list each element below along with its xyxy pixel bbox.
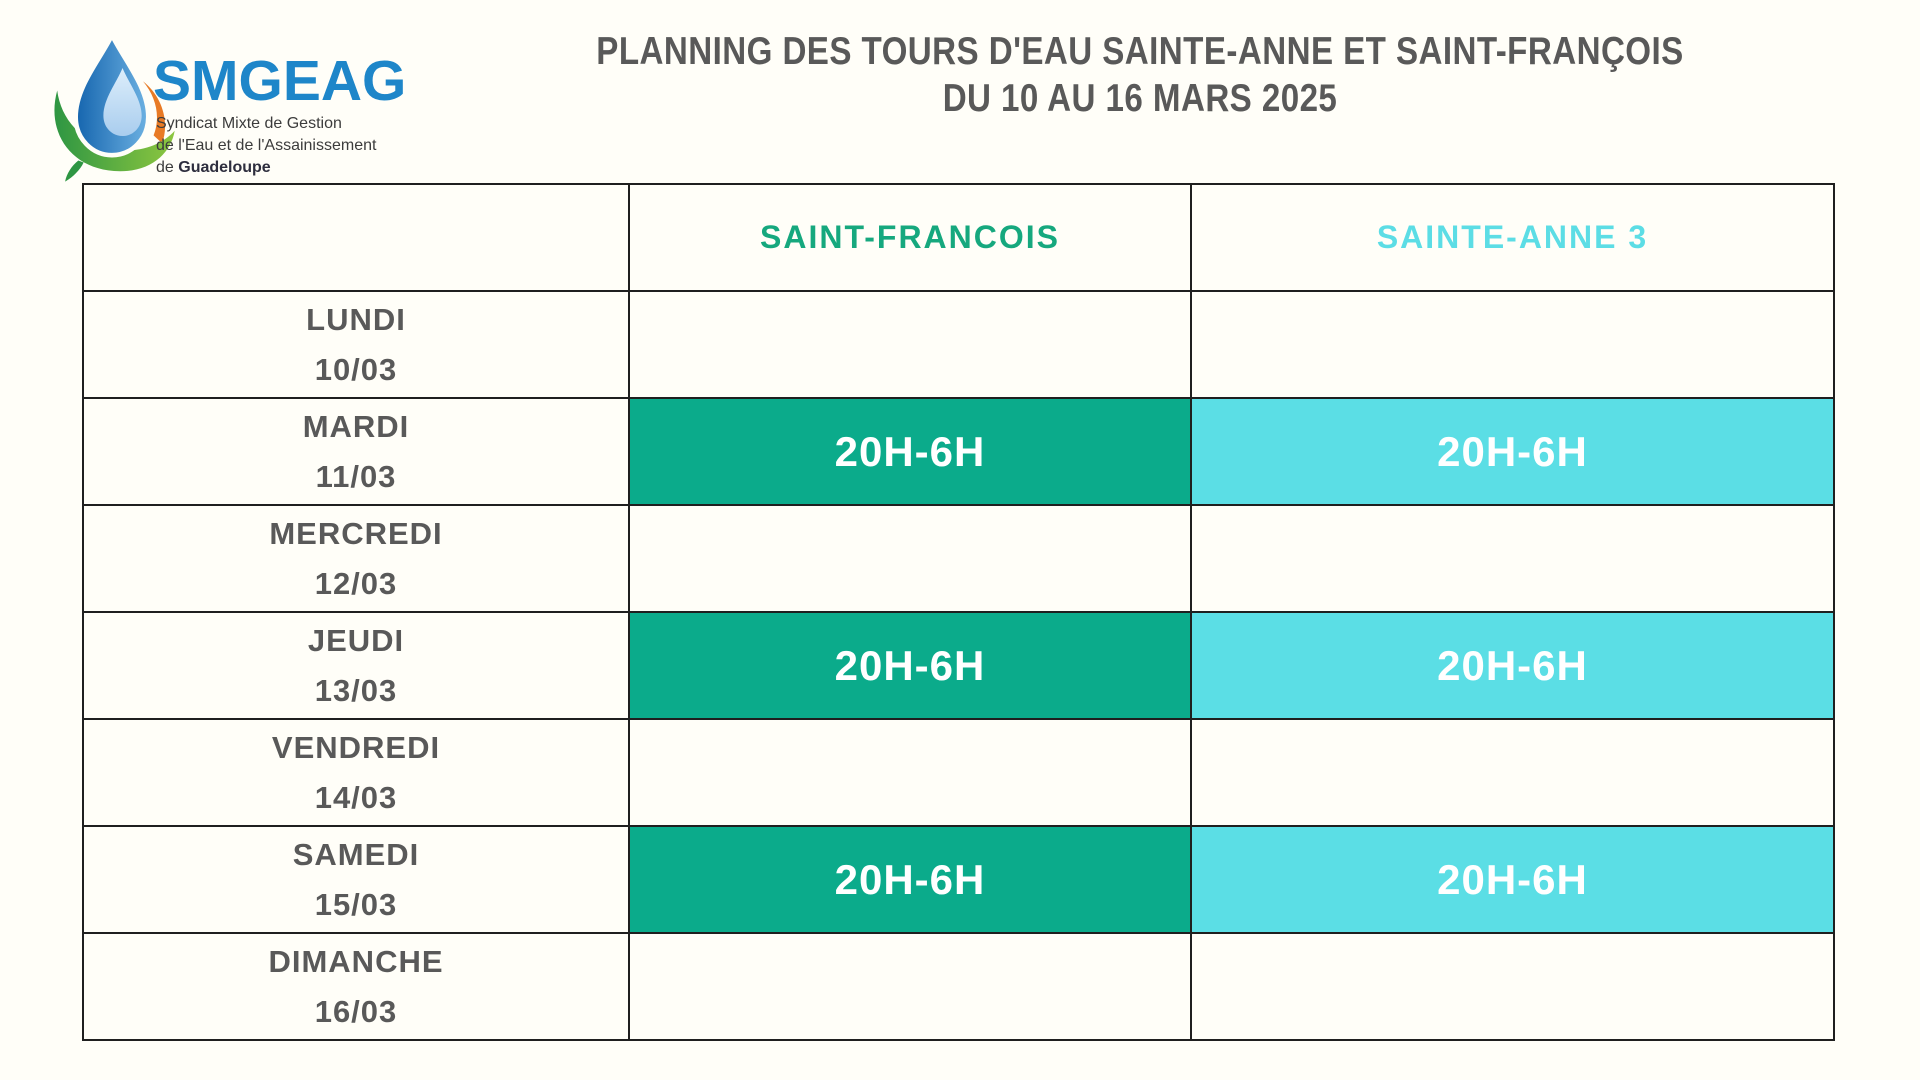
- logo-subtitle-line-3: de Guadeloupe: [156, 159, 271, 176]
- table-row-mercredi: MERCREDI 12/03: [82, 504, 1835, 613]
- day-name: MARDI: [302, 408, 410, 444]
- slot-saint-francois: [628, 290, 1192, 399]
- slot-saint-francois: [628, 718, 1192, 827]
- day-cell: VENDREDI 14/03: [82, 718, 630, 827]
- logo-subtitle-line-1: Syndicat Mixte de Gestion: [156, 115, 342, 132]
- day-date: 10/03: [314, 351, 398, 387]
- logo-subtitle-bold: Guadeloupe: [178, 159, 271, 176]
- header-row: SAINT-FRANCOIS SAINTE-ANNE 3: [82, 183, 1835, 292]
- day-name: LUNDI: [306, 301, 406, 337]
- day-name: JEUDI: [307, 622, 405, 658]
- table-row-vendredi: VENDREDI 14/03: [82, 718, 1835, 827]
- corner-cell: [82, 183, 630, 292]
- slot-sainte-anne: [1190, 290, 1835, 399]
- day-cell: DIMANCHE 16/03: [82, 932, 630, 1041]
- table-row-dimanche: DIMANCHE 16/03: [82, 932, 1835, 1041]
- table-row-mardi: MARDI 11/03 20H-6H 20H-6H: [82, 397, 1835, 506]
- day-cell: LUNDI 10/03: [82, 290, 630, 399]
- page-title: PLANNING DES TOURS D'EAU SAINTE-ANNE ET …: [450, 28, 1830, 122]
- day-cell: SAMEDI 15/03: [82, 825, 630, 934]
- page-title-line-1: PLANNING DES TOURS D'EAU SAINTE-ANNE ET …: [596, 30, 1684, 73]
- day-date: 16/03: [314, 993, 398, 1029]
- table-row-samedi: SAMEDI 15/03 20H-6H 20H-6H: [82, 825, 1835, 934]
- slot-saint-francois: [628, 504, 1192, 613]
- day-name: VENDREDI: [271, 729, 441, 765]
- slot-sainte-anne: [1190, 932, 1835, 1041]
- slot-saint-francois: [628, 932, 1192, 1041]
- day-name: DIMANCHE: [268, 943, 444, 979]
- slot-sainte-anne: 20H-6H: [1190, 397, 1835, 506]
- day-date: 11/03: [315, 458, 397, 494]
- logo-subtitle-line-2: de l'Eau et de l'Assainissement: [156, 137, 377, 154]
- slot-saint-francois: 20H-6H: [628, 397, 1192, 506]
- day-name: SAMEDI: [292, 836, 420, 872]
- day-cell: MARDI 11/03: [82, 397, 630, 506]
- water-drop-logo-icon: [54, 30, 175, 182]
- column-header-sainte-anne-3: SAINTE-ANNE 3: [1190, 183, 1835, 292]
- day-date: 15/03: [314, 886, 398, 922]
- day-name: MERCREDI: [269, 515, 443, 551]
- slot-saint-francois: 20H-6H: [628, 825, 1192, 934]
- table-row-jeudi: JEUDI 13/03 20H-6H 20H-6H: [82, 611, 1835, 720]
- column-header-saint-francois: SAINT-FRANCOIS: [628, 183, 1192, 292]
- day-date: 13/03: [314, 672, 398, 708]
- logo-subtitle: Syndicat Mixte de Gestion de l'Eau et de…: [156, 113, 376, 179]
- slot-sainte-anne: [1190, 718, 1835, 827]
- slot-sainte-anne: 20H-6H: [1190, 611, 1835, 720]
- slot-sainte-anne: [1190, 504, 1835, 613]
- table-row-lundi: LUNDI 10/03: [82, 290, 1835, 399]
- planning-table: SAINT-FRANCOIS SAINTE-ANNE 3 LUNDI 10/03…: [82, 183, 1835, 1041]
- slot-sainte-anne: 20H-6H: [1190, 825, 1835, 934]
- day-date: 14/03: [314, 779, 398, 815]
- brand-name: SMGEAG: [153, 49, 407, 113]
- page-title-line-2: DU 10 AU 16 MARS 2025: [942, 77, 1338, 120]
- day-date: 12/03: [314, 565, 398, 601]
- slot-saint-francois: 20H-6H: [628, 611, 1192, 720]
- day-cell: JEUDI 13/03: [82, 611, 630, 720]
- day-cell: MERCREDI 12/03: [82, 504, 630, 613]
